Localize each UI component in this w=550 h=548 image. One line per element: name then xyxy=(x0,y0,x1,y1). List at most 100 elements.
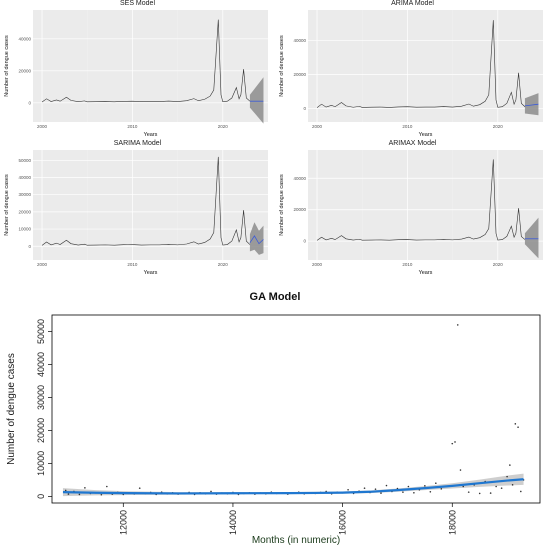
y-tick-label: 40000 xyxy=(293,38,306,43)
chart-title-ga: GA Model xyxy=(249,291,301,303)
data-point xyxy=(396,487,399,490)
y-tick-label: 40000 xyxy=(36,352,46,377)
data-point xyxy=(413,491,415,494)
plot-panel xyxy=(33,10,268,122)
y-tick-label: 40000 xyxy=(293,176,306,181)
y-tick-label: 40000 xyxy=(18,36,31,41)
panel-arima: ARIMA Model 2000 2010 2020 0 20000 40000 Years… xyxy=(275,0,550,140)
confidence-band xyxy=(62,473,524,497)
x-tick-label: 2020 xyxy=(493,124,504,129)
data-point xyxy=(435,482,437,485)
data-point xyxy=(506,475,508,478)
data-point xyxy=(467,491,470,493)
chart-ses: 2000 2010 2020 0 20000 40000 Years Number of de… xyxy=(4,10,268,138)
y-axis-label: Number of dengue cases xyxy=(4,35,10,97)
x-tick-label: 2000 xyxy=(312,262,323,267)
data-point xyxy=(385,484,388,487)
data-point xyxy=(67,493,70,495)
data-point xyxy=(64,489,67,492)
data-point xyxy=(380,492,382,494)
y-axis-label: Number of dengue cases xyxy=(279,35,285,97)
y-tick-label: 30000 xyxy=(18,192,31,197)
y-tick-label: 0 xyxy=(36,494,46,499)
x-axis-label: Years xyxy=(144,132,158,138)
data-point xyxy=(489,492,492,494)
series-line xyxy=(41,156,251,246)
y-tick-label: 0 xyxy=(303,239,306,244)
data-point xyxy=(495,485,497,488)
data-point xyxy=(138,487,141,489)
data-point xyxy=(407,485,410,488)
x-axis-label: Years xyxy=(144,270,158,276)
x-tick-label: 12000 xyxy=(118,510,128,535)
data-point xyxy=(78,493,81,496)
chart-ga: 0 10000 20000 30000 40000 50000 12000 14000 1600… xyxy=(6,314,541,546)
x-tick-label: 2010 xyxy=(402,124,413,129)
data-point xyxy=(520,490,522,493)
data-point xyxy=(514,423,517,425)
forecast-interval xyxy=(524,93,539,116)
chart-title-arimax: ARIMAX Model xyxy=(388,140,437,147)
data-point xyxy=(106,485,108,488)
x-axis-label: Months (in numeric) xyxy=(252,535,340,546)
y-axis-label: Number of dengue cases xyxy=(4,174,10,236)
chart-title-arima: ARIMA Model xyxy=(391,0,434,7)
series-line xyxy=(316,159,526,241)
data-point xyxy=(429,490,432,493)
fitted-line xyxy=(62,478,524,495)
data-point xyxy=(363,487,366,489)
x-tick-label: 18000 xyxy=(447,510,457,535)
data-point xyxy=(500,487,503,489)
series-line xyxy=(316,20,526,108)
x-tick-label: 2000 xyxy=(312,124,323,129)
plot-panel xyxy=(51,314,541,504)
data-point xyxy=(478,492,481,495)
y-tick-label: 20000 xyxy=(36,418,46,443)
data-point xyxy=(374,488,377,490)
forecast-interval xyxy=(249,77,264,124)
data-point xyxy=(456,324,459,326)
y-tick-label: 50000 xyxy=(36,319,46,344)
x-tick-label: 2000 xyxy=(37,124,48,129)
plot-panel xyxy=(308,10,543,122)
data-point xyxy=(462,485,465,488)
x-axis-label: Years xyxy=(419,132,433,138)
y-tick-label: 10000 xyxy=(18,227,31,232)
data-point xyxy=(459,469,462,471)
chart-sarima: 2000 2010 2020 0 10000 20000 30000 40000 50000 Ye… xyxy=(4,150,268,276)
data-point xyxy=(210,490,212,493)
panel-arimax: ARIMAX Model 2000 2010 2020 0 20000 40000 Year… xyxy=(275,140,550,278)
data-point xyxy=(451,442,454,445)
panel-sarima: SARIMA Model 2000 2010 2020 0 10000 20000 3000… xyxy=(0,140,275,278)
y-tick-label: 20000 xyxy=(18,68,31,73)
x-tick-label: 2010 xyxy=(402,262,413,267)
forecast-line xyxy=(524,103,539,107)
chart-title-sarima: SARIMA Model xyxy=(113,140,162,147)
plot-panel xyxy=(33,150,268,260)
chart-arimax: 2000 2010 2020 0 20000 40000 Years Number of de… xyxy=(279,150,543,276)
data-point xyxy=(440,488,443,490)
data-point xyxy=(517,426,519,428)
data-point xyxy=(509,464,511,466)
data-point xyxy=(347,489,349,491)
y-axis-label: Number of dengue cases xyxy=(6,353,17,465)
x-tick-label: 2020 xyxy=(218,262,229,267)
y-tick-label: 40000 xyxy=(18,175,31,180)
x-tick-label: 2010 xyxy=(127,124,138,129)
data-point xyxy=(402,491,404,493)
x-tick-label: 16000 xyxy=(338,510,348,535)
y-tick-label: 0 xyxy=(303,106,306,111)
x-tick-label: 14000 xyxy=(228,510,238,535)
panel-ses: SES Model 2000 2010 2020 0 20000 40000 Years Nu… xyxy=(0,0,275,140)
chart-arima: 2000 2010 2020 0 20000 40000 Years Number of de… xyxy=(279,10,543,138)
y-tick-label: 20000 xyxy=(293,72,306,77)
y-axis-label: Number of dengue cases xyxy=(279,174,285,236)
data-point xyxy=(454,441,456,443)
y-tick-label: 20000 xyxy=(18,209,31,214)
x-tick-label: 2000 xyxy=(37,262,48,267)
x-tick-label: 2020 xyxy=(493,262,504,267)
x-tick-label: 2020 xyxy=(218,124,229,129)
x-axis-label: Years xyxy=(419,270,433,276)
forecast-interval xyxy=(249,222,264,255)
x-tick-label: 2010 xyxy=(127,262,138,267)
